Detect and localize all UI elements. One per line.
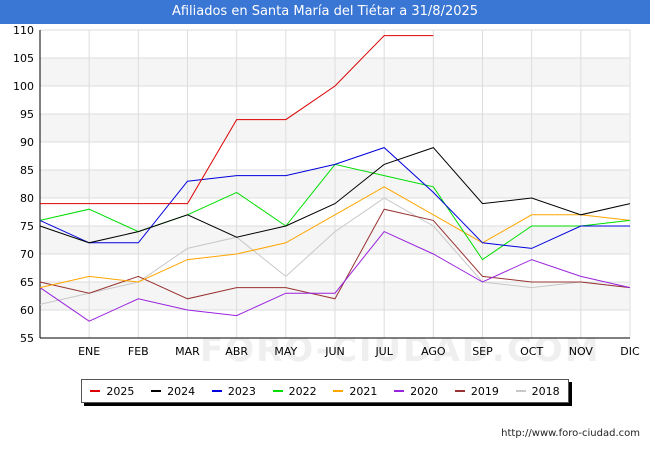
x-tick-label: NOV: [569, 345, 594, 358]
x-tick-label: OCT: [520, 345, 543, 358]
y-tick-label: 110: [13, 24, 34, 37]
y-tick-label: 90: [20, 136, 34, 149]
x-tick-label: ENE: [78, 345, 100, 358]
x-tick-label: SEP: [472, 345, 493, 358]
legend-swatch: [272, 390, 283, 392]
legend-item-2023: 2023: [211, 384, 256, 398]
y-tick-label: 65: [20, 276, 34, 289]
source-url: http://www.foro-ciudad.com: [501, 428, 640, 439]
legend-label: 2022: [288, 384, 317, 398]
y-tick-label: 75: [20, 220, 34, 233]
legend-item-2018: 2018: [515, 384, 560, 398]
series-line-2019: [39, 208, 631, 300]
x-tick-label: JUN: [324, 345, 345, 358]
legend-item-2020: 2020: [394, 385, 438, 398]
x-tick-label: MAY: [274, 345, 297, 358]
legend-swatch: [515, 390, 526, 392]
y-tick-label: 105: [13, 52, 34, 65]
series-line-2020: [39, 230, 631, 322]
y-tick-label: 80: [20, 192, 34, 205]
y-tick-label: 60: [20, 304, 34, 317]
legend-swatch: [151, 390, 162, 392]
y-tick-label: 55: [20, 332, 34, 345]
legend-swatch: [394, 390, 405, 392]
series-line-2024: [39, 147, 631, 244]
x-tick-label: ABR: [225, 345, 248, 358]
legend-swatch: [90, 390, 101, 392]
legend-label: 2019: [470, 384, 499, 398]
series-line-2025: [40, 35, 434, 205]
legend-label: 2025: [106, 384, 135, 398]
legend-swatch: [333, 390, 344, 392]
x-tick-label: AGO: [421, 345, 446, 358]
legend-label: 2024: [167, 384, 196, 398]
legend-item-2019: 2019: [454, 384, 499, 398]
legend-label: 2021: [349, 384, 378, 398]
chart-title: Afiliados en Santa María del Tiétar a 31…: [0, 0, 650, 24]
x-tick-label: MAR: [175, 345, 200, 358]
legend-item-2024: 2024: [151, 385, 195, 398]
y-tick-label: 95: [20, 108, 34, 121]
y-tick-label: 70: [20, 248, 34, 261]
x-tick-label: JUL: [374, 345, 393, 358]
legend-label: 2023: [227, 384, 256, 398]
y-tick-label: 85: [20, 164, 34, 177]
x-tick-label: FEB: [128, 345, 149, 358]
legend-label: 2020: [410, 384, 439, 398]
legend-swatch: [211, 390, 222, 392]
legend-label: 2018: [531, 384, 560, 398]
legend-item-2021: 2021: [333, 385, 377, 398]
y-tick-label: 100: [13, 80, 34, 93]
legend-item-2025: 2025: [90, 385, 134, 398]
x-tick-label: DIC: [620, 345, 640, 358]
chart-legend: 2025 2024 2023 2022 2021 2020 2019 2018: [81, 379, 569, 403]
series-line-2023: [39, 147, 630, 249]
legend-item-2022: 2022: [272, 384, 317, 398]
legend-swatch: [454, 390, 465, 392]
series-line-2021: [39, 186, 631, 289]
